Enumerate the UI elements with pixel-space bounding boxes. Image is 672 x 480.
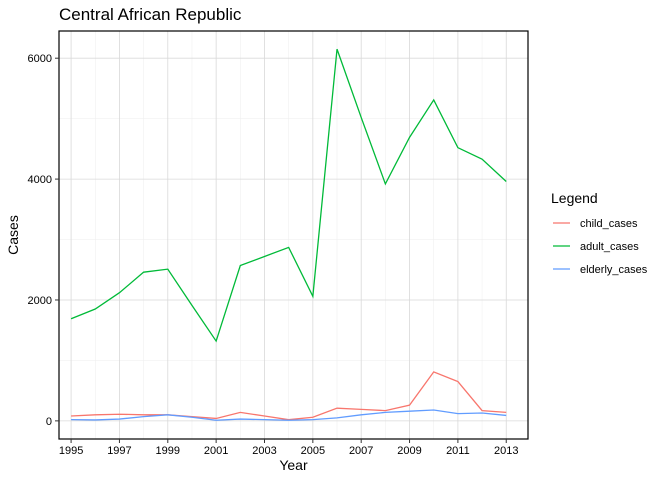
x-tick-label: 1995 [59, 445, 83, 457]
axis-ticks: 1995 1997 1999 2001 2003 2005 2007 2009 2011 2013… [28, 53, 519, 457]
y-tick-label: 6000 [28, 53, 52, 65]
x-tick-label: 2003 [252, 445, 276, 457]
x-tick-label: 2005 [301, 445, 325, 457]
legend-title: Legend [551, 190, 598, 206]
y-tick-label: 4000 [28, 174, 52, 186]
x-tick-label: 2007 [349, 445, 373, 457]
series-line-elderly-cases [71, 409, 507, 421]
x-tick-label: 2011 [446, 445, 470, 457]
x-tick-label: 2001 [204, 445, 228, 457]
legend: Legend child_cases adult_cases elderly_cas… [551, 190, 648, 276]
grid [59, 31, 528, 439]
y-tick-label: 0 [46, 416, 52, 428]
series-lines [70, 48, 507, 421]
legend-label-adult-cases: adult_cases [580, 241, 639, 253]
plot-panel-border [58, 30, 529, 440]
x-tick-label: 1997 [107, 445, 131, 457]
y-axis-title: Cases [5, 215, 21, 255]
x-tick-label: 1999 [156, 445, 180, 457]
legend-label-child-cases: child_cases [580, 218, 638, 230]
series-line-adult-cases [70, 48, 507, 343]
chart-title: Central African Republic [59, 5, 242, 24]
x-tick-label: 2013 [494, 445, 518, 457]
x-axis-title: Year [279, 457, 308, 473]
legend-items: child_cases adult_cases elderly_cases [553, 218, 648, 276]
legend-label-elderly-cases: elderly_cases [580, 264, 648, 276]
x-tick-label: 2009 [397, 445, 421, 457]
y-tick-label: 2000 [28, 295, 52, 307]
